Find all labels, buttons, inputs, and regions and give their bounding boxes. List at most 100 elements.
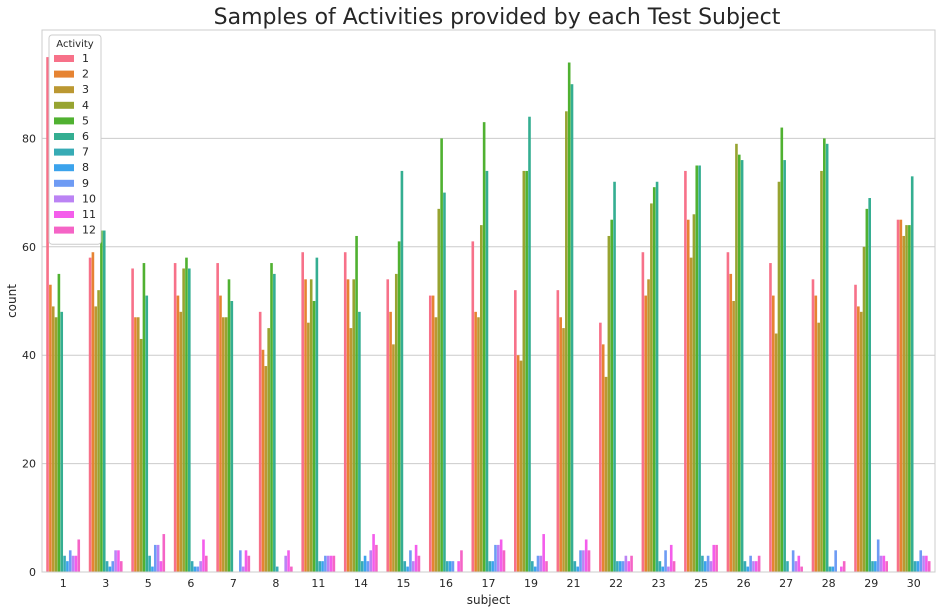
bar-subject-21-activity-7 — [573, 561, 577, 572]
bar-subject-22-activity-8 — [618, 561, 622, 572]
bar-subject-21-activity-3 — [562, 328, 565, 572]
bar-subject-22-activity-4 — [607, 235, 611, 572]
bar-subject-26-activity-10 — [752, 561, 755, 572]
bar-subject-16-activity-7 — [445, 561, 449, 572]
bar-subject-27-activity-3 — [774, 333, 778, 572]
bar-subject-17-activity-12 — [502, 550, 506, 572]
bar-subject-21-activity-1 — [556, 290, 560, 572]
bar-subject-14-activity-1 — [343, 252, 347, 572]
legend-swatch-4 — [54, 101, 74, 109]
bar-subject-22-activity-11 — [627, 561, 631, 572]
bar-subject-28-activity-1 — [811, 279, 815, 572]
bar-subject-8-activity-7 — [275, 566, 279, 572]
bar-subject-17-activity-9 — [494, 544, 497, 572]
bar-subject-22-activity-1 — [599, 322, 602, 572]
bar-subject-11-activity-5 — [312, 301, 316, 572]
bar-subject-8-activity-10 — [284, 555, 287, 572]
bar-subject-27-activity-10 — [794, 561, 798, 572]
bar-subject-29-activity-6 — [868, 198, 871, 572]
bar-subject-8-activity-3 — [264, 366, 268, 572]
bar-subject-3-activity-11 — [117, 550, 120, 572]
legend-label-2: 2 — [82, 68, 89, 81]
bar-subject-15-activity-2 — [389, 311, 392, 572]
bar-subject-11-activity-10 — [326, 555, 330, 572]
bar-subject-29-activity-8 — [874, 561, 877, 572]
bar-subject-16-activity-8 — [448, 561, 452, 572]
bar-subject-15-activity-8 — [406, 566, 409, 572]
bar-subject-23-activity-1 — [641, 252, 645, 572]
bar-subject-6-activity-8 — [193, 566, 197, 572]
x-tick-label: 11 — [311, 577, 325, 590]
x-tick-label: 29 — [864, 577, 878, 590]
bar-subject-16-activity-6 — [443, 192, 446, 572]
bar-subject-21-activity-2 — [559, 317, 562, 572]
bar-subject-30-activity-2 — [899, 219, 903, 572]
bar-subject-19-activity-6 — [528, 116, 531, 572]
bar-subject-27-activity-7 — [786, 561, 789, 572]
x-tick-label: 19 — [524, 577, 538, 590]
x-tick-label: 5 — [145, 577, 152, 590]
bar-subject-3-activity-5 — [100, 230, 103, 573]
chart-title: Samples of Activities provided by each T… — [214, 5, 781, 30]
x-tick-label: 8 — [272, 577, 279, 590]
bar-subject-16-activity-12 — [460, 550, 463, 572]
bar-subject-14-activity-7 — [360, 561, 364, 572]
bar-subject-3-activity-10 — [114, 550, 117, 572]
bar-subject-8-activity-6 — [273, 273, 276, 572]
bar-subject-17-activity-11 — [499, 539, 503, 572]
bar-subject-1-activity-5 — [57, 273, 61, 572]
y-tick-label: 20 — [22, 458, 36, 471]
bar-subject-6-activity-4 — [182, 268, 185, 572]
bar-subject-25-activity-8 — [703, 561, 707, 572]
bar-subject-1-activity-10 — [71, 555, 75, 572]
bar-subject-16-activity-3 — [434, 317, 438, 572]
legend-label-3: 3 — [82, 83, 89, 96]
bar-subject-27-activity-6 — [783, 160, 786, 572]
legend-label-9: 9 — [82, 177, 89, 190]
bar-subject-21-activity-11 — [584, 539, 588, 572]
bar-subject-8-activity-4 — [267, 328, 270, 572]
bar-subject-15-activity-10 — [411, 561, 415, 572]
bar-subject-30-activity-8 — [916, 561, 920, 572]
bar-subject-28-activity-4 — [820, 170, 823, 573]
x-tick-label: 28 — [822, 577, 836, 590]
bar-subject-17-activity-1 — [471, 241, 475, 572]
bar-subject-23-activity-11 — [669, 544, 673, 572]
legend-swatch-9 — [54, 179, 74, 187]
bar-subject-25-activity-7 — [701, 555, 704, 572]
bar-subject-5-activity-1 — [131, 268, 134, 572]
bar-subject-25-activity-11 — [712, 544, 716, 572]
legend-swatch-10 — [54, 195, 74, 203]
y-tick-label: 60 — [22, 241, 36, 254]
bar-subject-19-activity-9 — [536, 555, 540, 572]
legend-label-11: 11 — [82, 208, 96, 221]
bar-subject-17-activity-8 — [491, 561, 494, 572]
legend-swatch-3 — [54, 86, 74, 94]
legend-swatch-11 — [54, 211, 74, 218]
bar-subject-27-activity-2 — [771, 295, 775, 572]
bar-subject-6-activity-6 — [187, 268, 191, 572]
bar-subject-8-activity-5 — [270, 263, 273, 572]
bar-subject-23-activity-12 — [672, 561, 676, 572]
bar-subject-1-activity-4 — [54, 317, 58, 572]
bar-subject-5-activity-8 — [151, 566, 154, 572]
legend-label-1: 1 — [82, 52, 89, 65]
y-tick-label: 0 — [29, 566, 36, 579]
x-tick-label: 16 — [439, 577, 453, 590]
bar-subject-15-activity-4 — [394, 273, 398, 572]
bar-subject-14-activity-12 — [375, 544, 378, 572]
bar-subject-14-activity-9 — [366, 561, 370, 572]
bar-subject-25-activity-10 — [709, 561, 713, 572]
bar-subject-11-activity-7 — [318, 561, 322, 572]
bar-subject-22-activity-2 — [601, 344, 605, 572]
bar-subject-21-activity-5 — [567, 62, 571, 573]
bar-subject-21-activity-8 — [576, 566, 579, 572]
bar-subject-25-activity-1 — [684, 170, 687, 573]
bar-subject-15-activity-1 — [386, 279, 390, 572]
x-tick-label: 7 — [230, 577, 237, 590]
bar-subject-26-activity-11 — [754, 561, 758, 572]
bar-subject-1-activity-8 — [66, 561, 69, 572]
bar-subject-23-activity-2 — [644, 295, 648, 572]
bar-subject-22-activity-5 — [610, 219, 614, 572]
